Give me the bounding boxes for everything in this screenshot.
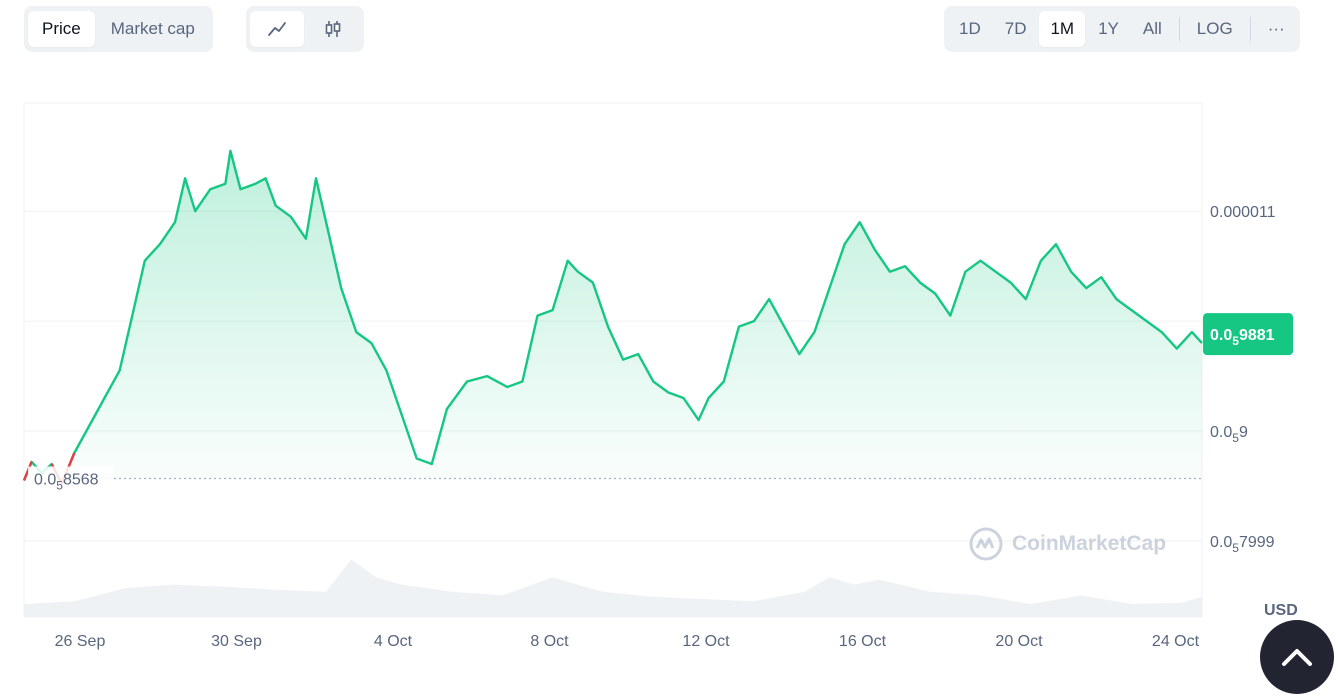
toolbar-divider bbox=[1178, 17, 1180, 41]
x-tick-label: 30 Sep bbox=[211, 633, 262, 650]
currency-label: USD bbox=[1264, 602, 1298, 619]
watermark-text: CoinMarketCap bbox=[1012, 532, 1167, 555]
log-scale-toggle[interactable]: LOG bbox=[1196, 19, 1233, 38]
toolbar-divider bbox=[1249, 17, 1251, 41]
more-options-button[interactable]: ··· bbox=[1267, 19, 1285, 38]
coinmarketcap-logo-icon bbox=[969, 527, 1003, 561]
line-chart-icon bbox=[268, 22, 286, 36]
x-tick-label: 20 Oct bbox=[995, 633, 1043, 650]
current-price-label: 0.059881 bbox=[1210, 327, 1275, 348]
range-1y[interactable]: 1Y bbox=[1098, 19, 1119, 38]
candlestick-button[interactable] bbox=[306, 11, 360, 47]
scroll-to-top-button[interactable] bbox=[1260, 620, 1334, 694]
price-area bbox=[24, 150, 1202, 484]
x-tick-label: 4 Oct bbox=[374, 633, 413, 650]
watermark: CoinMarketCap bbox=[968, 526, 1166, 562]
range-1m[interactable]: 1M bbox=[1039, 11, 1086, 47]
tab-market-cap[interactable]: Market cap bbox=[110, 19, 195, 38]
time-range-selector: 1D 7D 1M 1Y All LOG ··· bbox=[944, 6, 1300, 52]
y-tick-label: 0.000011 bbox=[1210, 204, 1276, 221]
range-all[interactable]: All bbox=[1142, 19, 1162, 38]
x-tick-label: 26 Sep bbox=[55, 633, 106, 650]
x-tick-label: 12 Oct bbox=[682, 633, 730, 650]
chart-type-toggle bbox=[246, 6, 364, 52]
candlestick-icon bbox=[325, 21, 341, 37]
current-price-badge bbox=[1203, 313, 1293, 356]
metric-toggle: Price Market cap bbox=[24, 6, 213, 52]
price-line-below-ref bbox=[22, 461, 33, 481]
reference-label: 0.058568 bbox=[34, 471, 99, 492]
price-line bbox=[22, 149, 1203, 485]
range-7d[interactable]: 7D bbox=[1004, 19, 1027, 38]
y-tick-label: 0.059 bbox=[1210, 424, 1248, 445]
range-1d[interactable]: 1D bbox=[959, 19, 981, 38]
y-tick-label: 0.057999 bbox=[1210, 534, 1275, 555]
x-tick-label: 8 Oct bbox=[530, 633, 569, 650]
x-tick-label: 16 Oct bbox=[839, 633, 887, 650]
tab-price[interactable]: Price bbox=[28, 11, 95, 47]
line-chart-button[interactable] bbox=[250, 11, 304, 47]
volume-area bbox=[24, 559, 1202, 617]
x-tick-label: 24 Oct bbox=[1152, 633, 1200, 650]
reference-label-bg bbox=[28, 466, 114, 489]
chevron-up-icon bbox=[1282, 649, 1312, 666]
